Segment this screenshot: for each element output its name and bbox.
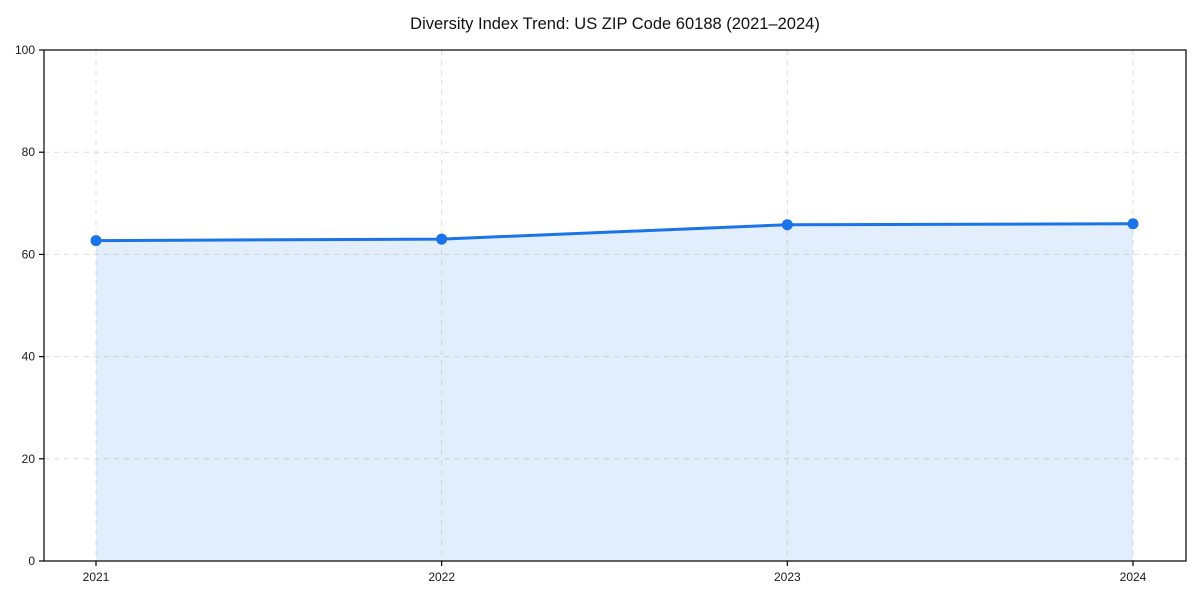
chart-title: Diversity Index Trend: US ZIP Code 60188…	[410, 15, 820, 33]
x-axis-tick-label: 2023	[774, 570, 801, 584]
y-axis-tick-label: 0	[28, 554, 35, 568]
x-axis-tick-label: 2022	[428, 570, 455, 584]
data-point-marker	[1127, 218, 1139, 230]
y-axis-tick-label: 100	[15, 43, 35, 57]
data-point-marker	[436, 233, 448, 245]
y-axis-tick-label: 20	[22, 452, 36, 466]
plot-border	[43, 49, 1187, 562]
y-axis-tick-label: 60	[22, 247, 36, 261]
x-axis-tick-label: 2021	[83, 570, 110, 584]
data-point-marker	[781, 219, 793, 231]
x-axis-tick-label: 2024	[1120, 570, 1147, 584]
data-point-marker	[90, 235, 102, 247]
area-fill	[96, 223, 1133, 562]
y-axis-tick-label: 40	[22, 350, 36, 364]
y-axis-tick-label: 80	[22, 145, 36, 159]
trend-line	[94, 222, 1135, 243]
